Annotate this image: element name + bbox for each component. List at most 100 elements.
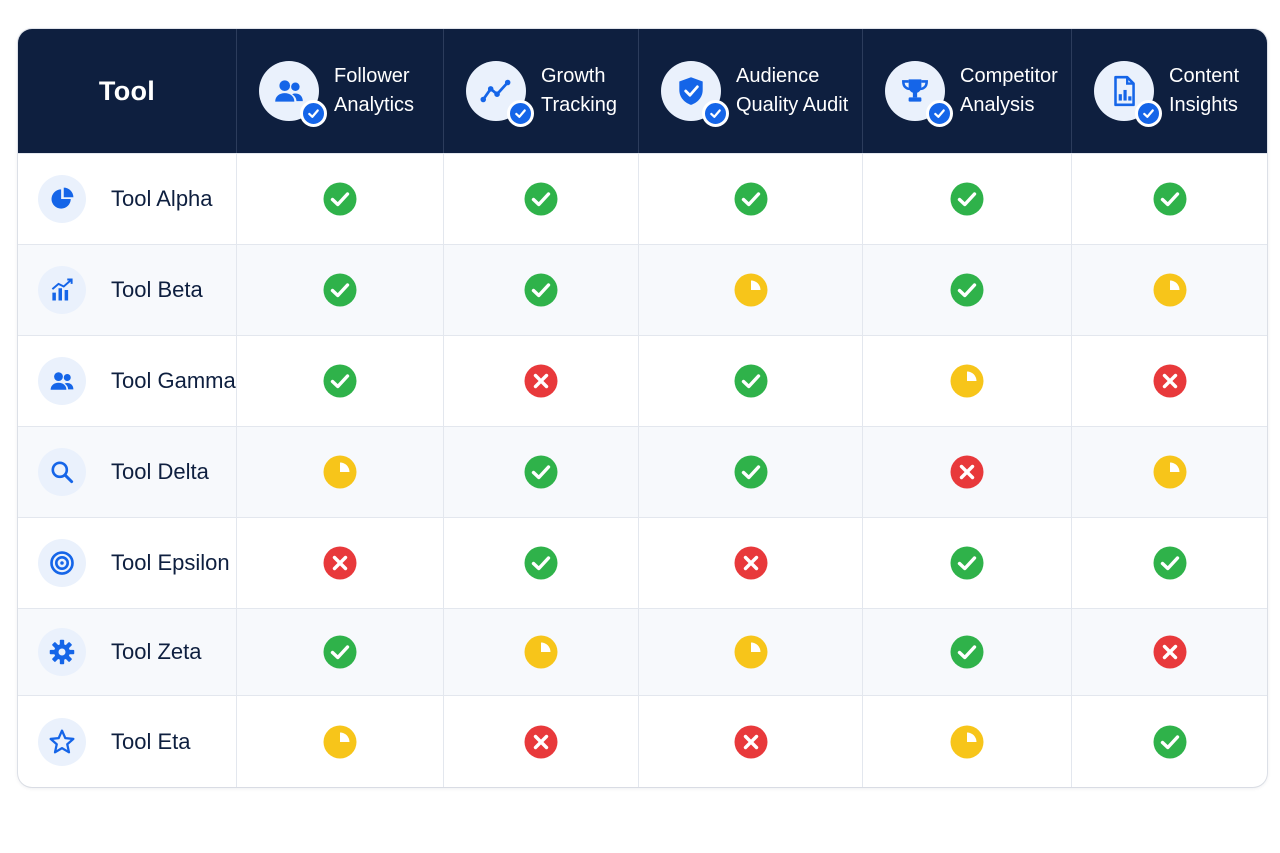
feature-label: Audience Quality Audit [736, 62, 862, 120]
cross-icon [524, 725, 558, 759]
partial-icon [734, 273, 768, 307]
status-cell [638, 244, 862, 335]
status-cell [1071, 153, 1267, 244]
status-cell [443, 695, 638, 787]
feature-label: Follower Analytics [334, 62, 443, 120]
feature-label-line2: Insights [1169, 94, 1238, 116]
status-cell [638, 517, 862, 608]
row-tool-cell: Tool Epsilon [18, 517, 236, 608]
status-cell [1071, 244, 1267, 335]
status-cell [862, 244, 1071, 335]
feature-label-line1: Competitor [960, 65, 1058, 87]
cross-icon [734, 546, 768, 580]
shield-check-icon [661, 61, 729, 127]
feature-label: Content Insights [1169, 62, 1267, 120]
tool-name: Tool Gamma [111, 368, 236, 393]
check-icon [734, 182, 768, 216]
check-icon [950, 546, 984, 580]
row-tool-cell: Tool Gamma [18, 335, 236, 426]
cross-icon [950, 455, 984, 489]
status-cell [862, 517, 1071, 608]
status-cell [862, 426, 1071, 517]
check-icon [524, 273, 558, 307]
status-cell [1071, 517, 1267, 608]
pie-chart-icon [38, 175, 86, 223]
check-icon [950, 635, 984, 669]
feature-label-line2: Quality Audit [736, 94, 849, 116]
users-icon [259, 61, 327, 127]
header-feature-2: Audience Quality Audit [638, 29, 862, 153]
status-cell [443, 608, 638, 695]
check-icon [524, 182, 558, 216]
tool-name: Tool Epsilon [111, 550, 230, 575]
check-badge-icon [702, 100, 729, 127]
check-icon [323, 182, 357, 216]
status-cell [236, 335, 443, 426]
tool-name: Tool Zeta [111, 639, 202, 664]
check-icon [1153, 546, 1187, 580]
feature-label: Growth Tracking [541, 62, 638, 120]
partial-icon [950, 364, 984, 398]
cross-icon [1153, 364, 1187, 398]
row-tool-cell: Tool Delta [18, 426, 236, 517]
target-icon [38, 539, 86, 587]
status-cell [638, 335, 862, 426]
header-tool-label: Tool [98, 75, 156, 106]
users-icon [38, 357, 86, 405]
feature-label-line1: Audience [736, 65, 820, 87]
feature-label-line1: Content [1169, 65, 1240, 87]
partial-icon [1153, 455, 1187, 489]
cross-icon [524, 364, 558, 398]
check-icon [323, 635, 357, 669]
feature-label-line2: Analysis [960, 94, 1035, 116]
feature-label: Competitor Analysis [960, 62, 1071, 120]
partial-icon [323, 455, 357, 489]
partial-icon [734, 635, 768, 669]
check-icon [323, 273, 357, 307]
check-icon [734, 364, 768, 398]
header-feature-0: Follower Analytics [236, 29, 443, 153]
tool-name: Tool Alpha [111, 186, 213, 211]
status-cell [443, 153, 638, 244]
header-feature-3: Competitor Analysis [862, 29, 1071, 153]
search-icon [38, 448, 86, 496]
status-cell [862, 153, 1071, 244]
status-cell [862, 695, 1071, 787]
status-cell [638, 695, 862, 787]
check-icon [323, 364, 357, 398]
cross-icon [734, 725, 768, 759]
status-cell [443, 426, 638, 517]
partial-icon [323, 725, 357, 759]
header-feature-1: Growth Tracking [443, 29, 638, 153]
check-icon [1153, 725, 1187, 759]
feature-label-line1: Follower [334, 65, 410, 87]
status-cell [638, 426, 862, 517]
check-icon [524, 546, 558, 580]
check-icon [950, 182, 984, 216]
cross-icon [323, 546, 357, 580]
tool-name: Tool Beta [111, 277, 203, 302]
check-badge-icon [507, 100, 534, 127]
partial-icon [524, 635, 558, 669]
status-cell [443, 517, 638, 608]
star-icon [38, 717, 86, 766]
cross-icon [1153, 635, 1187, 669]
status-cell [1071, 426, 1267, 517]
status-cell [236, 153, 443, 244]
status-cell [236, 695, 443, 787]
comparison-table: Tool Follower Analytics Growth Tracking Audi… [18, 29, 1267, 787]
header-tool-cell: Tool [18, 29, 236, 153]
status-cell [236, 608, 443, 695]
row-tool-cell: Tool Zeta [18, 608, 236, 695]
feature-label-line1: Growth [541, 65, 606, 87]
tool-name: Tool Delta [111, 459, 209, 484]
partial-icon [950, 725, 984, 759]
status-cell [236, 517, 443, 608]
trend-line-icon [466, 61, 534, 127]
status-cell [862, 608, 1071, 695]
check-badge-icon [926, 100, 953, 127]
status-cell [443, 335, 638, 426]
status-cell [1071, 608, 1267, 695]
check-icon [1153, 182, 1187, 216]
row-tool-cell: Tool Eta [18, 695, 236, 787]
